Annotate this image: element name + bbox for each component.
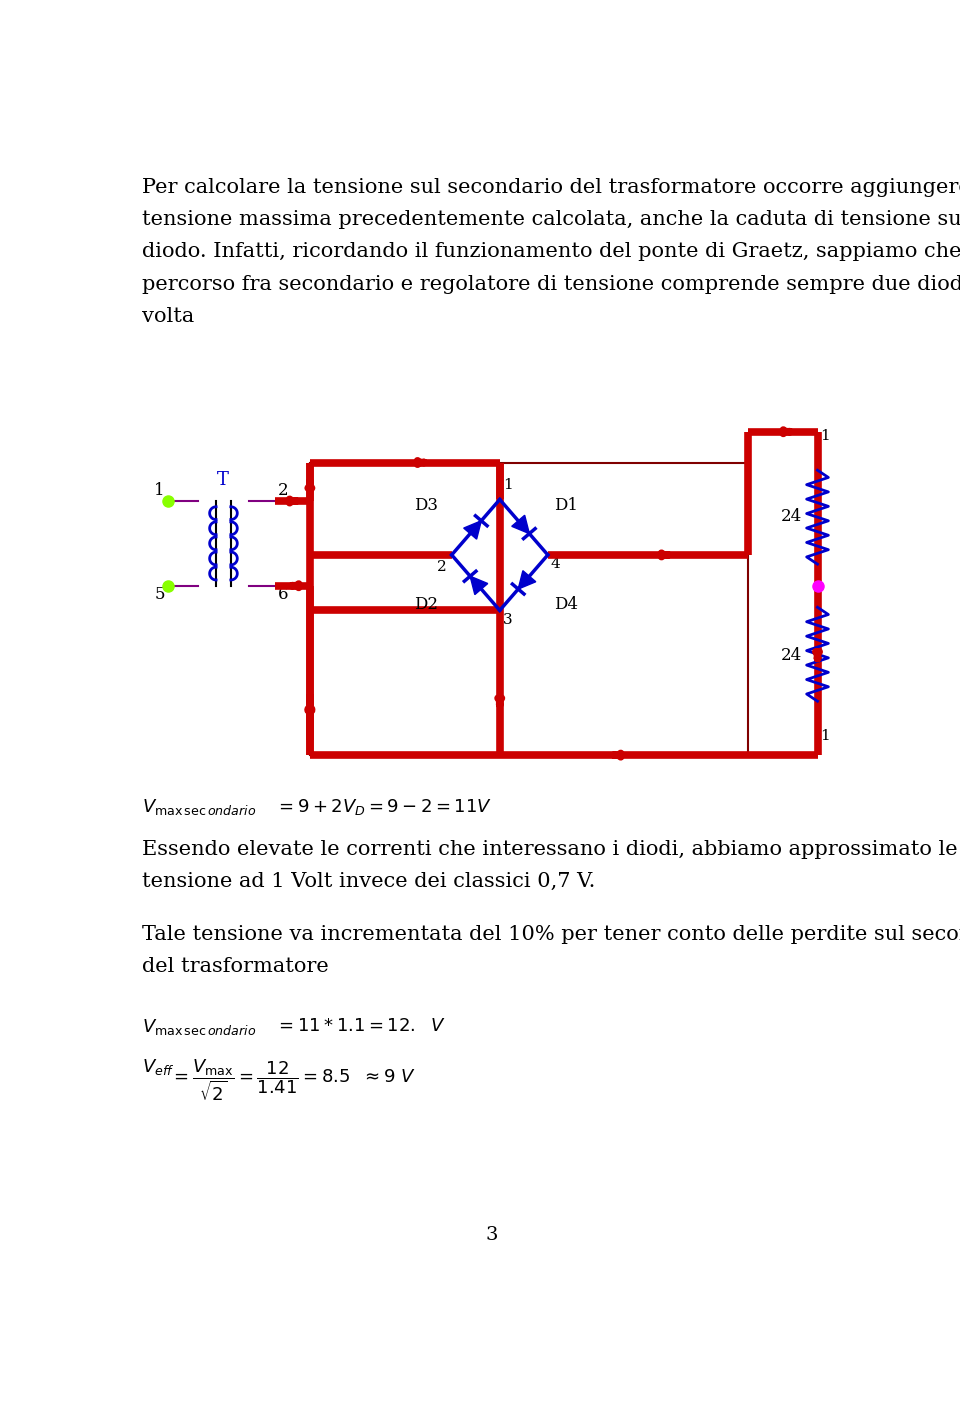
Text: $= 9 + 2V_{D} = 9 - 2 = 11V$: $= 9 + 2V_{D} = 9 - 2 = 11V$ [275, 797, 492, 817]
Text: 3: 3 [486, 1226, 498, 1245]
Text: del trasformatore: del trasformatore [142, 957, 328, 976]
Text: $V_{eff}$: $V_{eff}$ [142, 1056, 174, 1078]
Polygon shape [470, 576, 488, 595]
Text: 1: 1 [155, 481, 165, 498]
Text: 2: 2 [278, 481, 289, 498]
Text: volta: volta [142, 307, 194, 326]
Text: $=\dfrac{V_{\max}}{\sqrt{2}}=\dfrac{12}{1.41}=8.5\ \ \approx 9\ V$: $=\dfrac{V_{\max}}{\sqrt{2}}=\dfrac{12}{… [170, 1056, 417, 1103]
Text: 1: 1 [821, 729, 830, 743]
Text: D3: D3 [414, 497, 438, 514]
Text: percorso fra secondario e regolatore di tensione comprende sempre due diodi alla: percorso fra secondario e regolatore di … [142, 275, 960, 293]
Text: 1: 1 [821, 429, 830, 443]
Text: Essendo elevate le correnti che interessano i diodi, abbiamo approssimato le cad: Essendo elevate le correnti che interess… [142, 840, 960, 860]
Text: Per calcolare la tensione sul secondario del trasformatore occorre aggiungere al: Per calcolare la tensione sul secondario… [142, 177, 960, 197]
Text: 2: 2 [438, 559, 447, 573]
Text: D2: D2 [414, 596, 438, 613]
Text: 4: 4 [550, 558, 560, 571]
Polygon shape [512, 515, 529, 534]
Polygon shape [518, 571, 536, 589]
Text: Tale tensione va incrementata del 10% per tener conto delle perdite sul secondar: Tale tensione va incrementata del 10% pe… [142, 925, 960, 943]
Text: 6: 6 [278, 586, 289, 603]
Polygon shape [464, 521, 481, 539]
Text: D4: D4 [554, 596, 578, 613]
Text: 24: 24 [780, 508, 802, 525]
Text: 3: 3 [503, 613, 513, 627]
Text: $V_{\mathrm{max\,sec}\,ondario}$: $V_{\mathrm{max\,sec}\,ondario}$ [142, 797, 256, 817]
Text: $= 11 * 1.1 = 12.\ \ V$: $= 11 * 1.1 = 12.\ \ V$ [275, 1017, 445, 1035]
Text: $V_{\mathrm{max\,sec}\,ondario}$: $V_{\mathrm{max\,sec}\,ondario}$ [142, 1017, 256, 1037]
Text: 24: 24 [780, 647, 802, 664]
Text: tensione massima precedentemente calcolata, anche la caduta di tensione su due: tensione massima precedentemente calcola… [142, 210, 960, 229]
Text: T: T [217, 472, 229, 490]
Text: D1: D1 [554, 497, 578, 514]
Text: tensione ad 1 Volt invece dei classici 0,7 V.: tensione ad 1 Volt invece dei classici 0… [142, 872, 595, 891]
Text: diodo. Infatti, ricordando il funzionamento del ponte di Graetz, sappiamo che il: diodo. Infatti, ricordando il funzioname… [142, 242, 960, 262]
Text: 5: 5 [155, 586, 165, 603]
Text: 1: 1 [503, 477, 513, 491]
